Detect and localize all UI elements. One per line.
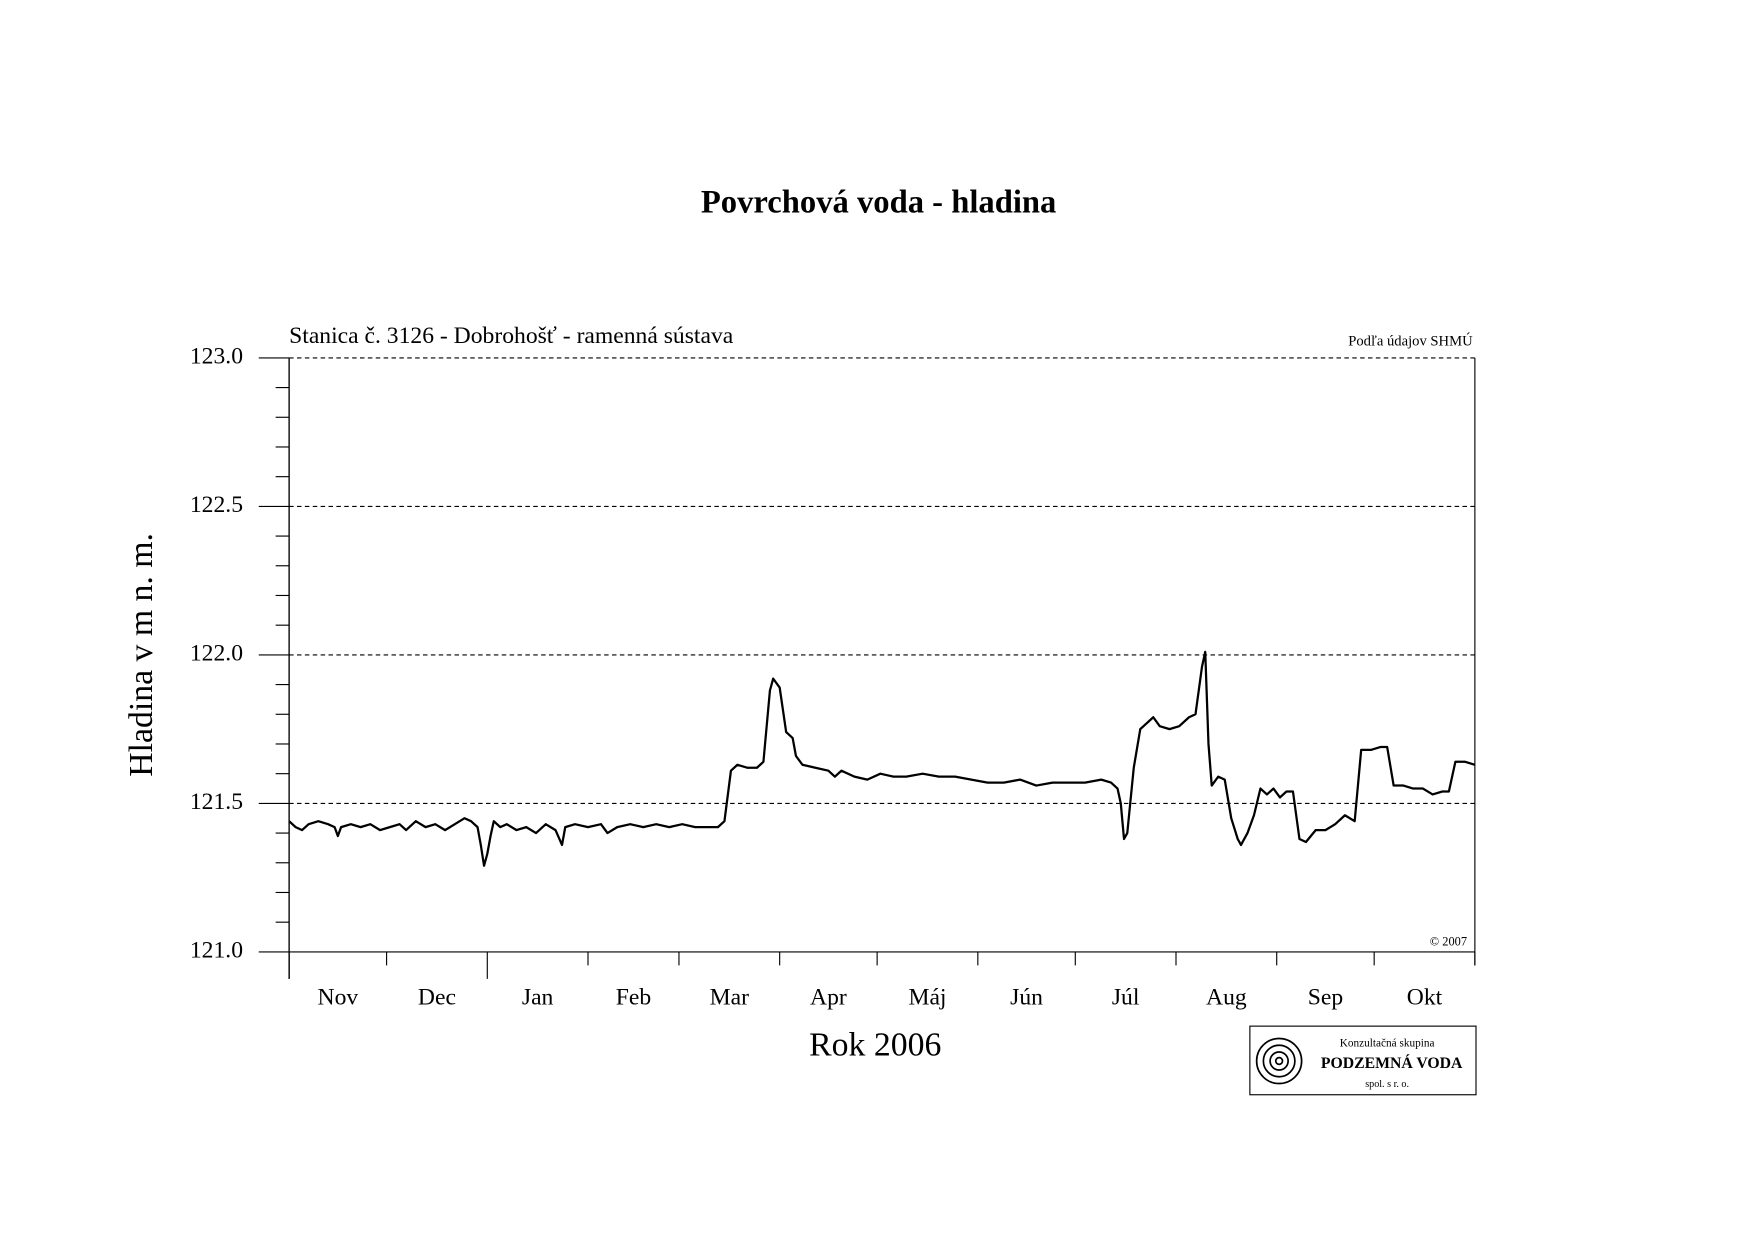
- copyright: © 2007: [1430, 935, 1467, 949]
- y-tick-label: 121.5: [190, 789, 243, 815]
- x-tick-label: Aug: [1206, 985, 1247, 1011]
- x-tick-label: Jún: [1010, 985, 1043, 1011]
- y-tick-label: 121.0: [190, 937, 243, 963]
- x-tick-label: Máj: [908, 985, 946, 1011]
- x-tick-label: Jan: [522, 985, 554, 1011]
- y-tick-label: 122.5: [190, 492, 243, 518]
- x-tick-label: Júl: [1112, 985, 1140, 1011]
- subtitle: Stanica č. 3126 - Dobrohošť - ramenná sú…: [289, 323, 734, 349]
- x-tick-label: Feb: [616, 985, 651, 1011]
- x-tick-label: Okt: [1407, 985, 1443, 1011]
- x-tick-label: Nov: [318, 985, 359, 1011]
- logo: Konzultačná skupina PODZEMNÁ VODA spol. …: [1249, 1025, 1477, 1096]
- source: Podľa údajov SHMÚ: [1348, 332, 1473, 349]
- logo-line1: Konzultačná skupina: [1340, 1038, 1435, 1050]
- y-axis-label: Hladina v m n. m.: [123, 533, 160, 777]
- x-tick-label: Sep: [1308, 985, 1343, 1011]
- y-tick-label: 123.0: [190, 343, 243, 369]
- y-tick-label: 122.0: [190, 640, 243, 666]
- logo-line3: spol. s r. o.: [1365, 1079, 1409, 1090]
- x-tick-label: Mar: [710, 985, 749, 1011]
- logo-frame: [1249, 1025, 1477, 1096]
- chart-title: Povrchová voda - hladina: [701, 184, 1056, 220]
- logo-icon: [1255, 1037, 1303, 1085]
- x-tick-label: Dec: [418, 985, 456, 1011]
- logo-line2: PODZEMNÁ VODA: [1321, 1053, 1463, 1072]
- x-tick-label: Apr: [810, 985, 847, 1011]
- x-axis-label: Rok 2006: [809, 1026, 941, 1063]
- data-line: [288, 650, 1476, 867]
